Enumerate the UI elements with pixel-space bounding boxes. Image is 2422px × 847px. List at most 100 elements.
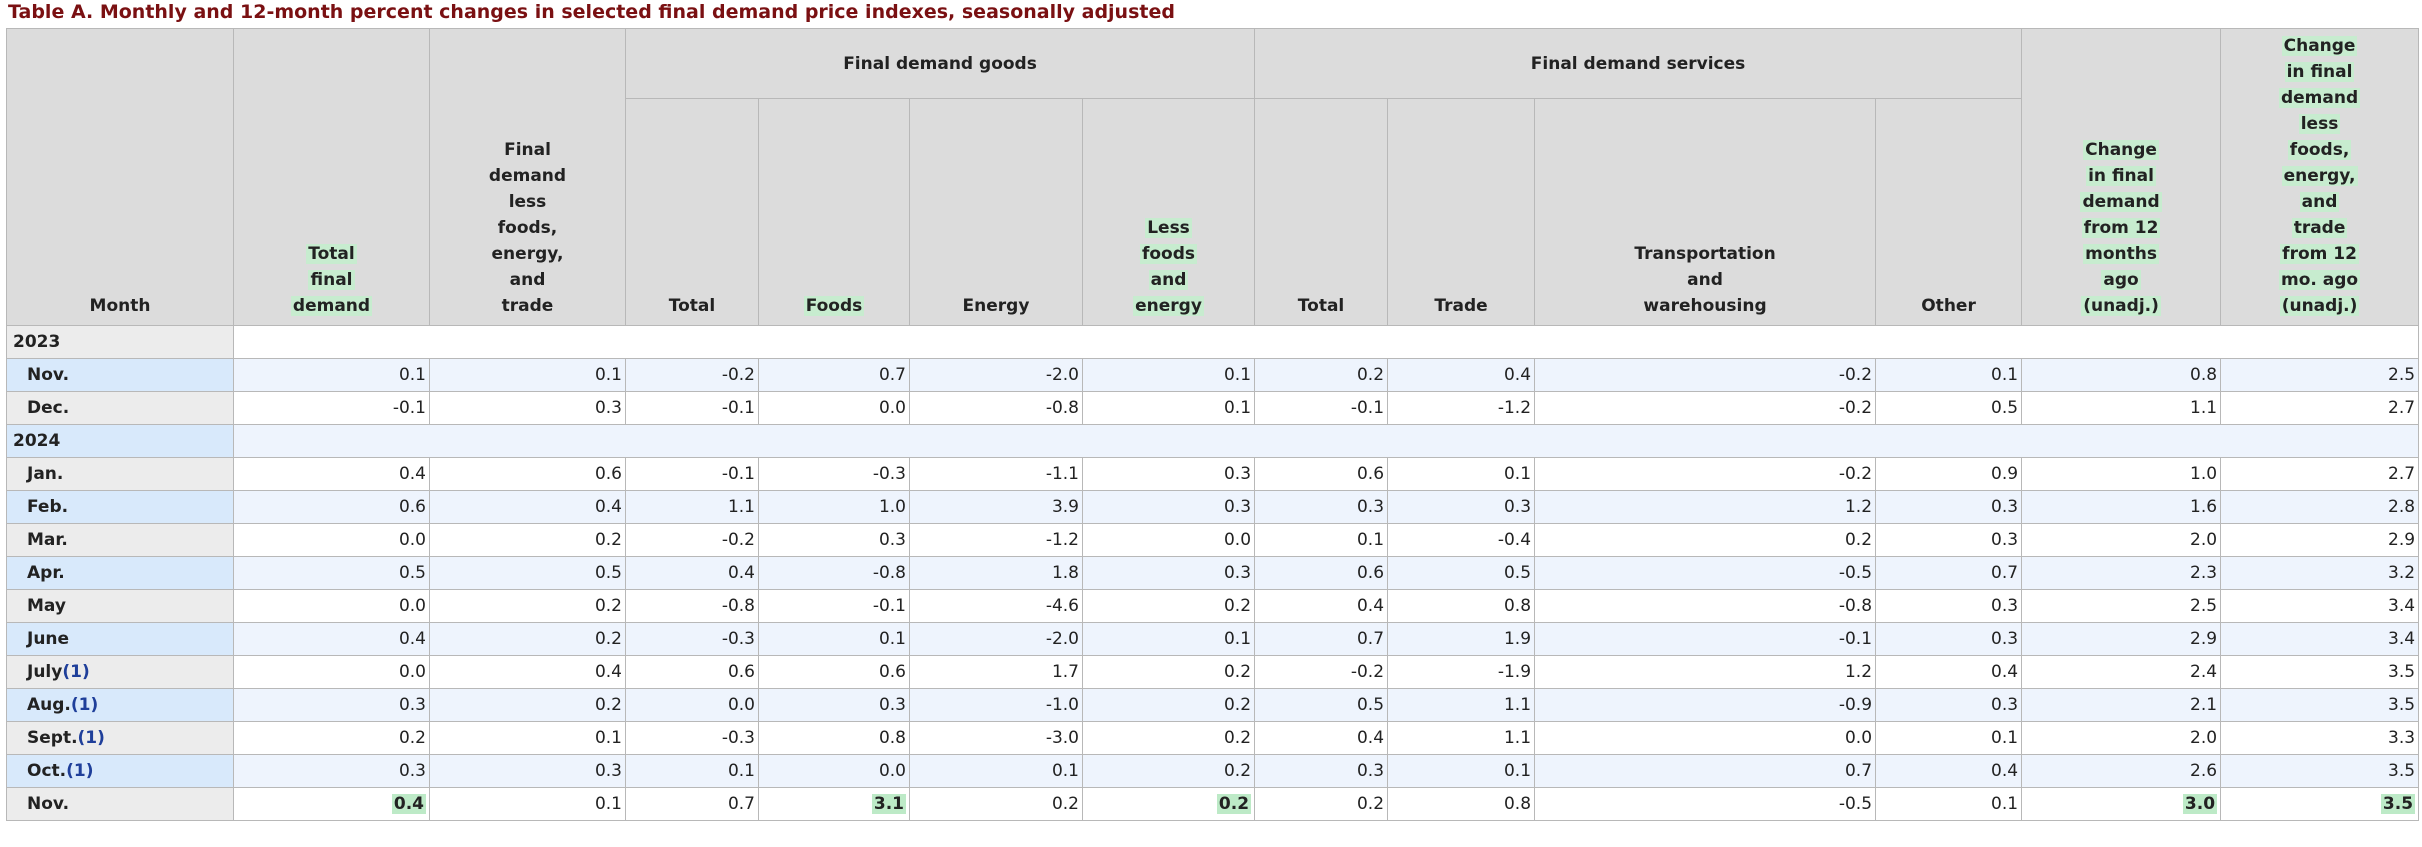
header-group-final-demand-services: Final demand services [1254,27,2023,100]
table-cell: 0.1 [625,754,759,788]
row-month-label: July [27,662,63,682]
table-cell: 1.9 [1387,622,1536,656]
header-final-demand-less-fet: Final demand less foods, energy, and trade [429,28,626,326]
header-line: Final [504,140,551,160]
table-cell: 0.0 [233,589,430,623]
header-line: Change [2083,140,2159,160]
table-cell: 0.1 [909,754,1083,788]
table-cell: 0.0 [758,391,910,425]
table-cell: 3.2 [2220,556,2420,590]
header-line: Less [1145,218,1192,238]
table-cell: 2.3 [2021,556,2222,590]
row-month: Nov. [6,787,234,821]
table-cell: 0.2 [1081,754,1256,788]
table-cell: 0.8 [1387,589,1536,623]
table-cell: -0.1 [758,589,910,623]
table-cell: 1.8 [909,556,1083,590]
table-cell: 0.1 [429,721,626,755]
table-cell: 0.2 [233,721,430,755]
table-cell: 2.5 [2220,358,2420,392]
row-month: Feb. [6,490,234,524]
header-line: trade [2291,218,2348,238]
header-line: demand [2080,192,2162,212]
table-row: Aug.(1) 0.3 0.2 0.0 0.3 -1.0 0.2 0.5 1.1 -0.9 0.3 2… [6,688,2420,722]
table-cell: 0.1 [1387,754,1536,788]
table-cell: 0.2 [429,688,626,722]
table-cell: 1.2 [1534,490,1877,524]
header-line: warehousing [1643,296,1767,316]
header-line: energy, [2281,166,2358,186]
row-month: Jan. [6,457,234,491]
highlighted-value: 3.1 [871,794,906,814]
year-label: 2024 [6,424,234,458]
table-cell: 0.1 [1081,358,1256,392]
table-cell: 0.6 [1254,457,1389,491]
table-cell: 0.1 [429,358,626,392]
row-month-label: Dec. [27,398,70,418]
footnote-link[interactable]: (1) [70,695,99,715]
footnote-link[interactable]: (1) [77,728,105,748]
table-cell: 0.3 [1875,622,2023,656]
header-line: Total [306,244,357,264]
footnote-link[interactable]: (1) [62,662,90,682]
year-row: 2023 [6,325,2420,359]
table-cell: -0.3 [625,721,759,755]
table-row: Apr. 0.5 0.5 0.4 -0.8 1.8 0.3 0.6 0.5 -0.5 0.7 2.3 3… [6,556,2420,590]
table-cell: 0.6 [758,655,910,689]
table-cell: 0.7 [625,787,759,821]
header-line: and [1687,270,1723,290]
table-cell: -0.2 [625,523,759,557]
table-row: Nov. 0.1 0.1 -0.2 0.7 -2.0 0.1 0.2 0.4 -0.2 0.1 0.8… [6,358,2420,392]
header-change-12-months: Change in final demand from 12 months ago (una… [2021,28,2222,326]
header-line: Transportation [1634,244,1776,264]
table-caption: Table A. Monthly and 12-month percent ch… [8,1,1175,23]
table-row: Jan. 0.4 0.6 -0.1 -0.3 -1.1 0.3 0.6 0.1 -0.2 0.9 1.… [6,457,2420,491]
table-cell: 0.4 [1254,721,1389,755]
table-cell: 0.1 [233,358,430,392]
table-cell: -0.1 [1254,391,1389,425]
table-cell: -0.4 [1387,523,1536,557]
table-cell: 2.0 [2021,721,2222,755]
table-cell: 0.2 [429,622,626,656]
row-month-label: Oct. [27,761,67,781]
table-cell: 2.1 [2021,688,2222,722]
table-cell: -0.1 [625,391,759,425]
table-cell: 0.3 [1387,490,1536,524]
table-cell: 1.2 [1534,655,1877,689]
highlighted-value: 0.2 [1216,794,1252,814]
table-cell: 0.3 [758,688,910,722]
footnote-link[interactable]: (1) [66,761,94,781]
table-cell: 0.5 [233,556,430,590]
header-goods-foods: Foods [758,98,910,326]
header-line: demand [290,296,373,316]
table-cell: -0.2 [1534,457,1877,491]
table-cell: 3.4 [2220,589,2420,623]
header-services-transportation: Transportation and warehousing [1534,98,1877,326]
table-cell: 0.1 [758,622,910,656]
table-cell: -0.9 [1534,688,1877,722]
table-cell: 1.6 [2021,490,2222,524]
row-month: Oct.(1) [6,754,234,788]
table-cell: 2.4 [2021,655,2222,689]
header-line: final [308,270,355,290]
header-line: demand [2278,88,2361,108]
table-cell: 0.7 [1875,556,2023,590]
header-goods-less-foods-energy: Less foods and energy [1081,98,1256,326]
header-line: from 12 [2081,218,2161,238]
table-cell: 3.1 [758,787,910,821]
table-cell: 3.3 [2220,721,2420,755]
table-row: Oct.(1) 0.3 0.3 0.1 0.0 0.1 0.2 0.3 0.1 0.7 0.4 2.6… [6,754,2420,788]
table-cell: 0.3 [1254,490,1389,524]
row-month-label: May [27,596,66,616]
row-month-label: Nov. [27,365,70,385]
header-line: (unadj.) [2279,296,2360,316]
table-cell: 3.5 [2220,688,2420,722]
table-cell: 3.9 [909,490,1083,524]
row-month-label: Apr. [27,563,65,583]
table-row: July(1) 0.0 0.4 0.6 0.6 1.7 0.2 -0.2 -1.9 1.2 0.4 2… [6,655,2420,689]
table-cell: -1.1 [909,457,1083,491]
row-month: June [6,622,234,656]
table-cell: 0.3 [1875,523,2023,557]
table-cell: -0.5 [1534,787,1877,821]
header-services-total: Total [1254,98,1389,326]
